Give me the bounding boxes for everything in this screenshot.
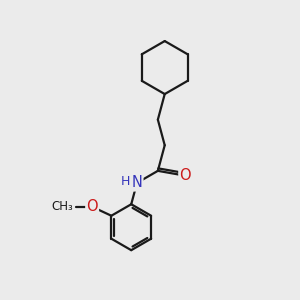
Text: O: O [179,167,191,182]
Text: CH₃: CH₃ [51,200,73,213]
Text: N: N [131,176,142,190]
Text: H: H [121,175,130,188]
Text: O: O [86,199,98,214]
